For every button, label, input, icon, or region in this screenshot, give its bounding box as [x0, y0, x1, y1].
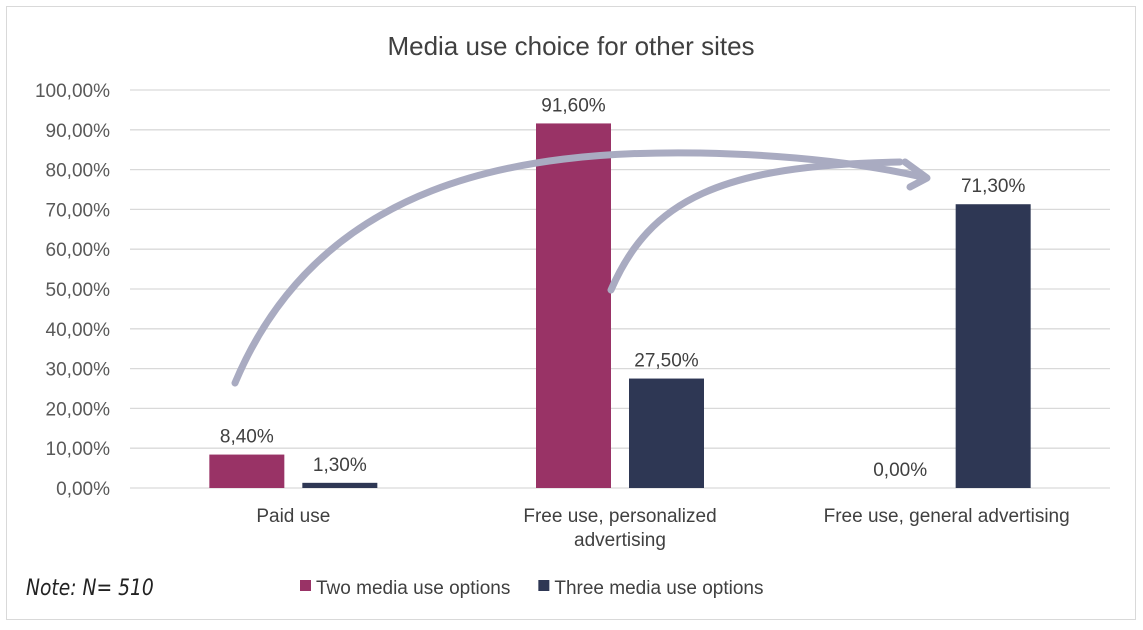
legend-swatch: [300, 580, 311, 591]
legend-label: Two media use options: [316, 578, 510, 599]
arrowhead-icon: [901, 158, 931, 191]
y-tick-label: 20,00%: [46, 399, 111, 420]
bar: [955, 204, 1031, 488]
data-label: 0,00%: [873, 460, 927, 481]
chart-frame: [6, 6, 1136, 620]
x-tick-label: advertising: [574, 530, 666, 551]
y-tick-label: 0,00%: [56, 479, 110, 500]
bar: [629, 378, 704, 488]
legend-label: Three media use options: [554, 578, 763, 599]
x-tick-label: Free use, personalized: [523, 506, 716, 527]
y-tick-label: 70,00%: [46, 200, 111, 221]
data-label: 71,30%: [961, 176, 1026, 197]
y-tick-label: 100,00%: [35, 81, 110, 102]
x-tick-label: Paid use: [256, 506, 330, 527]
y-tick-label: 60,00%: [46, 240, 111, 261]
data-label: 91,60%: [541, 95, 606, 116]
chart-title: Media use choice for other sites: [387, 31, 754, 61]
y-tick-label: 90,00%: [46, 121, 111, 142]
legend-swatch: [538, 580, 550, 591]
data-label: 27,50%: [634, 351, 699, 372]
arrow-path: [607, 158, 904, 294]
note: Note: N= 510: [26, 576, 154, 601]
y-tick-label: 10,00%: [46, 439, 111, 460]
y-tick-label: 80,00%: [46, 161, 111, 182]
data-label: 1,30%: [313, 455, 367, 476]
x-tick-label: Free use, general advertising: [824, 506, 1070, 527]
bar: [209, 454, 285, 488]
data-label: 8,40%: [220, 427, 274, 448]
y-tick-label: 30,00%: [46, 360, 111, 381]
y-tick-label: 50,00%: [46, 280, 111, 301]
bar: [302, 482, 378, 488]
bar: [536, 123, 611, 488]
y-tick-label: 40,00%: [46, 320, 111, 341]
